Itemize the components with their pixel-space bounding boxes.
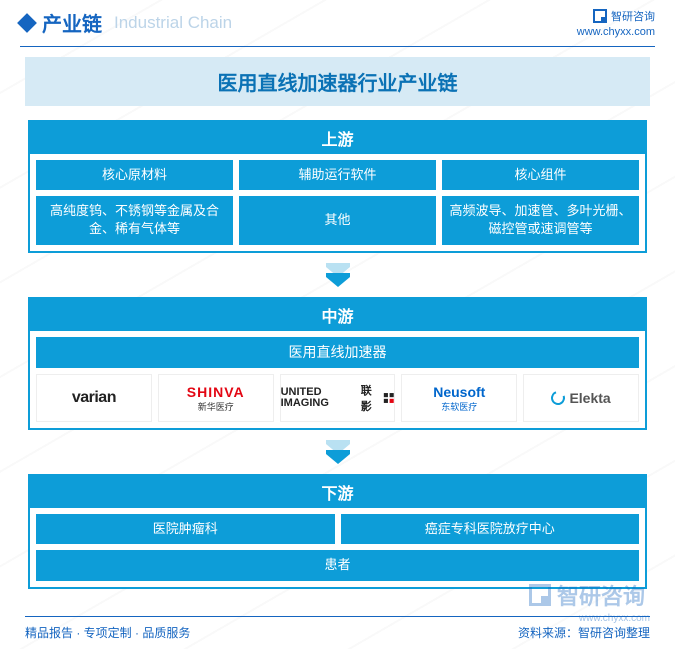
logo-elekta-row: Elekta xyxy=(551,390,610,406)
upstream-section: 上游 核心原材料 辅助运行软件 核心组件 高纯度钨、不锈钢等金属及合金、稀有气体… xyxy=(28,120,647,253)
logo-neusoft-main: Neusoft xyxy=(433,384,485,400)
footer-source: 资料来源：智研咨询整理 xyxy=(518,624,650,641)
header-divider xyxy=(20,46,655,47)
footer: 精品报告 · 专项定制 · 品质服务 www.chyxx.com 资料来源：智研… xyxy=(0,607,675,649)
midstream-section: 中游 医用直线加速器 varian SHINVA 新华医疗 UNITED IMA… xyxy=(28,297,647,431)
upstream-header: 上游 xyxy=(30,122,645,154)
downstream-row2: 患者 xyxy=(36,550,639,580)
midstream-body: 医用直线加速器 varian SHINVA 新华医疗 UNITED IMAGIN… xyxy=(30,331,645,429)
cell-other: 其他 xyxy=(239,196,436,244)
cell-hospital-oncology: 医院肿瘤科 xyxy=(36,514,335,544)
downstream-row1: 医院肿瘤科 癌症专科医院放疗中心 xyxy=(36,514,639,544)
brand-row: 智研咨询 xyxy=(577,8,655,24)
downstream-section: 下游 医院肿瘤科 癌症专科医院放疗中心 患者 xyxy=(28,474,647,588)
header-left: 产业链 Industrial Chain xyxy=(20,8,232,37)
logo-united-text: UNITED IMAGING xyxy=(281,387,357,409)
logo-shinva: SHINVA 新华医疗 xyxy=(158,374,274,422)
upstream-row2: 高纯度钨、不锈钢等金属及合金、稀有气体等 其他 高频波导、加速管、多叶光栅、磁控… xyxy=(36,196,639,244)
logo-elekta-main: Elekta xyxy=(569,390,610,406)
midstream-subtitle-row: 医用直线加速器 xyxy=(36,337,639,369)
cell-raw-materials: 核心原材料 xyxy=(36,160,233,190)
logo-neusoft: Neusoft 东软医疗 xyxy=(401,374,517,422)
logo-united-sub: 联影 xyxy=(361,382,379,414)
logo-varian: varian xyxy=(36,374,152,422)
arrow-down-icon xyxy=(320,261,356,289)
main-title: 医用直线加速器行业产业链 xyxy=(25,57,650,106)
header: 产业链 Industrial Chain 智研咨询 www.chyxx.com xyxy=(0,0,675,42)
logo-neusoft-sub: 东软医疗 xyxy=(441,400,477,413)
logo-united: UNITED IMAGING 联影 xyxy=(280,374,396,422)
brand-name: 智研咨询 xyxy=(611,8,655,24)
header-title-cn: 产业链 xyxy=(42,8,102,37)
midstream-header: 中游 xyxy=(30,299,645,331)
united-icon xyxy=(383,391,395,405)
header-title-en: Industrial Chain xyxy=(114,13,232,33)
logo-united-row: UNITED IMAGING 联影 xyxy=(281,382,395,414)
logo-united-main: UNITED IMAGING xyxy=(281,386,329,409)
cell-patients: 患者 xyxy=(36,550,639,580)
footer-url: www.chyxx.com xyxy=(518,613,650,624)
elekta-icon xyxy=(549,389,568,408)
cell-cancer-center: 癌症专科医院放疗中心 xyxy=(341,514,640,544)
wm-brand-icon xyxy=(529,584,551,606)
footer-right: www.chyxx.com 资料来源：智研咨询整理 xyxy=(518,613,650,641)
arrow-down-icon xyxy=(320,438,356,466)
logo-shinva-main: SHINVA xyxy=(187,384,245,400)
cell-materials-detail: 高纯度钨、不锈钢等金属及合金、稀有气体等 xyxy=(36,196,233,244)
downstream-body: 医院肿瘤科 癌症专科医院放疗中心 患者 xyxy=(30,508,645,586)
arrow-2 xyxy=(0,438,675,466)
brand-icon xyxy=(593,9,607,23)
logo-shinva-sub: 新华医疗 xyxy=(198,400,234,413)
arrow-1 xyxy=(0,261,675,289)
midstream-subtitle: 医用直线加速器 xyxy=(36,337,639,369)
diamond-icon xyxy=(17,13,37,33)
header-right: 智研咨询 www.chyxx.com xyxy=(577,8,655,38)
cell-software: 辅助运行软件 xyxy=(239,160,436,190)
downstream-header: 下游 xyxy=(30,476,645,508)
logo-varian-text: varian xyxy=(72,389,116,407)
cell-components-detail: 高频波导、加速管、多叶光栅、磁控管或速调管等 xyxy=(442,196,639,244)
logo-elekta: Elekta xyxy=(523,374,639,422)
upstream-row1: 核心原材料 辅助运行软件 核心组件 xyxy=(36,160,639,190)
logo-row: varian SHINVA 新华医疗 UNITED IMAGING 联影 Neu… xyxy=(36,374,639,422)
cell-core-components: 核心组件 xyxy=(442,160,639,190)
footer-left: 精品报告 · 专项定制 · 品质服务 xyxy=(25,624,190,641)
upstream-body: 核心原材料 辅助运行软件 核心组件 高纯度钨、不锈钢等金属及合金、稀有气体等 其… xyxy=(30,154,645,251)
brand-url: www.chyxx.com xyxy=(577,26,655,38)
